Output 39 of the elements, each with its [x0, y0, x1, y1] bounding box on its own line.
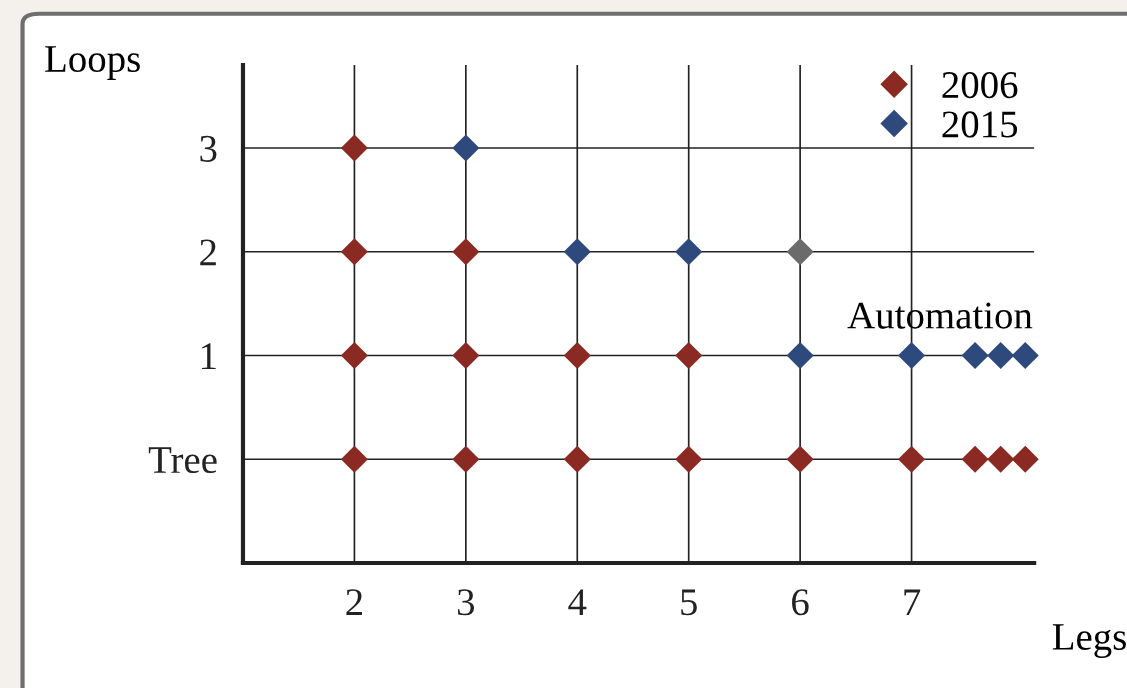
point — [987, 445, 1015, 473]
y-tick-label: 1 — [201, 343, 216, 369]
x-tick-label: 5 — [681, 589, 697, 616]
point — [1011, 341, 1039, 370]
point — [452, 341, 480, 370]
legend-label: 2006 — [942, 71, 1018, 99]
point — [563, 238, 591, 266]
x-axis-title: Legs — [1052, 624, 1126, 659]
point — [452, 445, 480, 473]
point — [786, 341, 814, 370]
point — [340, 341, 368, 370]
x-tick-label: 4 — [568, 589, 587, 615]
x-tick-label: 6 — [792, 589, 809, 616]
point — [898, 341, 926, 370]
x-tick-label: 2 — [346, 589, 362, 615]
x-tick-label: 7 — [904, 589, 921, 615]
y-tick-label: 3 — [200, 135, 217, 162]
point — [675, 341, 703, 370]
point — [340, 445, 368, 473]
y-axis-title: Loops — [45, 46, 140, 80]
y-tick-label: 2 — [200, 239, 216, 266]
point — [452, 134, 480, 162]
y-tick-label: Tree — [148, 447, 217, 474]
point — [340, 238, 368, 266]
legend-label: 2015 — [942, 111, 1018, 138]
point — [452, 238, 480, 266]
point — [786, 445, 814, 473]
point — [563, 445, 591, 473]
point — [961, 341, 989, 370]
x-tick-label: 3 — [457, 589, 475, 616]
point — [898, 445, 926, 473]
point — [340, 134, 368, 162]
point — [1011, 445, 1039, 473]
point — [987, 341, 1015, 370]
point — [563, 341, 591, 370]
point — [675, 445, 703, 473]
point — [786, 238, 814, 266]
point — [961, 445, 989, 473]
point — [675, 238, 703, 266]
